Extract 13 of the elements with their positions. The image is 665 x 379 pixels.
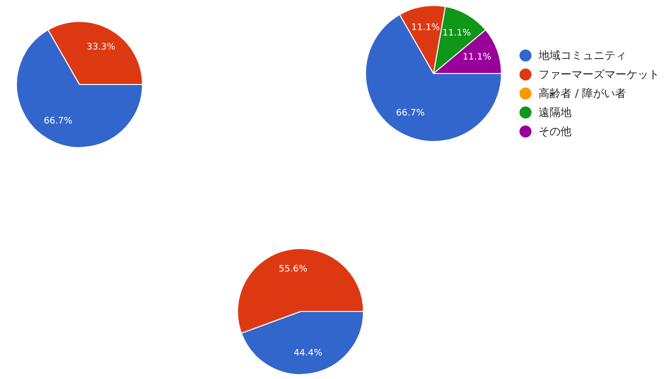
data-label: 66.7%	[396, 108, 426, 119]
legend-label: ファーマーズマーケット	[538, 68, 660, 81]
legend-label: その他	[538, 125, 572, 138]
legend-label: 高齢者 / 障がい者	[538, 87, 626, 100]
data-label: 11.1%	[411, 22, 440, 33]
data-label: 55.6%	[278, 264, 308, 274]
data-label: 44.4%	[294, 348, 323, 359]
data-label: 66.7%	[44, 116, 73, 127]
legend-label: 遠隔地	[538, 106, 572, 119]
data-label: 11.1%	[442, 28, 472, 38]
data-label: 11.1%	[462, 52, 492, 63]
data-label: 33.3%	[86, 42, 116, 52]
legend-label: 地域コミュニティ	[538, 49, 626, 62]
